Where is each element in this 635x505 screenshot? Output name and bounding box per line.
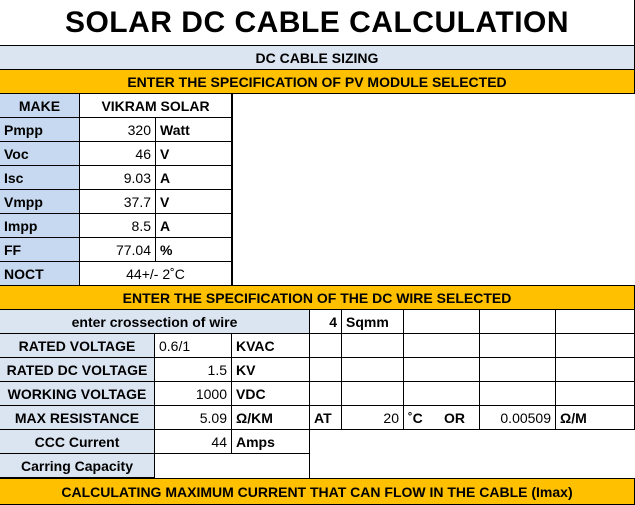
blank-cell — [342, 382, 404, 406]
rated-dc-voltage-unit: KV — [232, 358, 310, 382]
rated-dc-voltage-label: RATED DC VOLTAGE — [0, 358, 155, 382]
module-spec-value[interactable]: 77.04 — [80, 238, 156, 262]
blank-cell — [404, 382, 480, 406]
blank-cell — [480, 310, 556, 334]
wire-section-header: ENTER THE SPECIFICATION OF THE DC WIRE S… — [0, 286, 635, 310]
resistance-per-m-unit: Ω/M — [556, 406, 635, 430]
crossection-value[interactable]: 4 — [310, 310, 342, 334]
blank-cell — [556, 310, 635, 334]
temperature-unit: ˚C — [408, 409, 423, 426]
blank-cell — [310, 334, 342, 358]
working-voltage-unit: VDC — [232, 382, 310, 406]
module-spec-label: Voc — [0, 142, 80, 166]
module-spec-value[interactable]: 320 — [80, 118, 156, 142]
module-spec-unit: V — [156, 190, 232, 214]
rated-dc-voltage-value[interactable]: 1.5 — [155, 358, 232, 382]
ccc-current-label: CCC Current — [0, 430, 155, 454]
rated-voltage-unit: KVAC — [232, 334, 310, 358]
temperature-value[interactable]: 20 — [342, 406, 404, 430]
module-spec-value[interactable]: 44+/- 2˚C — [80, 262, 232, 286]
blank-cell — [155, 454, 310, 478]
at-label: AT — [310, 406, 342, 430]
module-section-header: ENTER THE SPECIFICATION OF PV MODULE SEL… — [0, 70, 635, 94]
module-spec-value[interactable]: 46 — [80, 142, 156, 166]
crossection-unit: Sqmm — [342, 310, 404, 334]
module-spec-label: Isc — [0, 166, 80, 190]
blank-cell — [556, 334, 635, 358]
max-resistance-unit: Ω/KM — [232, 406, 310, 430]
module-spec-value[interactable]: 8.5 — [80, 214, 156, 238]
blank-cell — [556, 358, 635, 382]
module-spec-unit: V — [156, 142, 232, 166]
blank-cell — [404, 334, 480, 358]
subtitle: DC CABLE SIZING — [0, 46, 635, 70]
module-spec-unit: A — [156, 214, 232, 238]
ccc-value[interactable]: 44 — [155, 430, 232, 454]
blank-cell — [556, 382, 635, 406]
rated-voltage-label: RATED VOLTAGE — [0, 334, 155, 358]
carrying-capacity-label: Carring Capacity — [0, 454, 155, 478]
module-spec-label: Pmpp — [0, 118, 80, 142]
blank-cell — [404, 310, 480, 334]
imax-section-header: CALCULATING MAXIMUM CURRENT THAT CAN FLO… — [0, 478, 635, 505]
max-resistance-label: MAX RESISTANCE — [0, 406, 155, 430]
module-spec-label: Vmpp — [0, 190, 80, 214]
working-voltage-label: WORKING VOLTAGE — [0, 382, 155, 406]
module-spec-unit: % — [156, 238, 232, 262]
blank-cell — [480, 334, 556, 358]
module-spec-label: FF — [0, 238, 80, 262]
module-spec-label: Impp — [0, 214, 80, 238]
rated-voltage-value[interactable]: 0.6/1 — [155, 334, 232, 358]
resistance-per-m-value[interactable]: 0.00509 — [480, 406, 556, 430]
make-value[interactable]: VIKRAM SOLAR — [80, 94, 232, 118]
or-label: OR — [444, 409, 465, 426]
module-spec-value[interactable]: 9.03 — [80, 166, 156, 190]
temperature-unit-or: ˚C OR — [404, 406, 480, 430]
module-spec-label: NOCT — [0, 262, 80, 286]
make-label: MAKE — [0, 94, 80, 118]
module-spec-unit: Watt — [156, 118, 232, 142]
blank-cell — [342, 358, 404, 382]
page-title: SOLAR DC CABLE CALCULATION — [0, 0, 635, 46]
blank-cell — [342, 334, 404, 358]
blank-cell — [480, 358, 556, 382]
blank-cell — [480, 382, 556, 406]
crossection-label: enter crossection of wire — [0, 310, 310, 334]
working-voltage-value[interactable]: 1000 — [155, 382, 232, 406]
ccc-unit: Amps — [232, 430, 310, 454]
module-blank-area — [232, 94, 635, 286]
module-spec-unit: A — [156, 166, 232, 190]
module-spec-value[interactable]: 37.7 — [80, 190, 156, 214]
max-resistance-value[interactable]: 5.09 — [155, 406, 232, 430]
blank-cell — [310, 358, 342, 382]
blank-cell — [310, 382, 342, 406]
blank-cell — [404, 358, 480, 382]
